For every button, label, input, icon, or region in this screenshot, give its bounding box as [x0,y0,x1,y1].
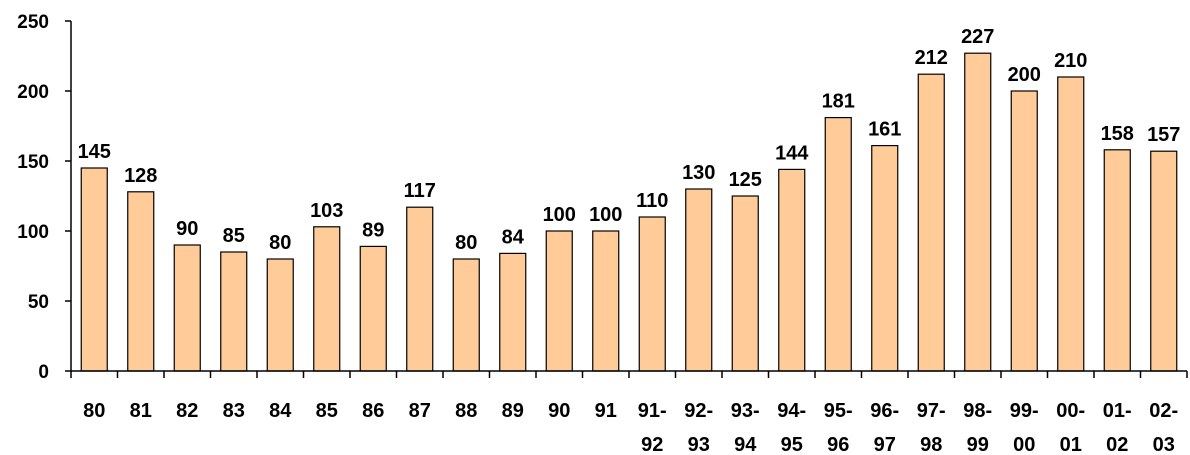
bar-value-label: 80 [269,232,291,254]
bar [499,252,527,372]
x-category-label: 83 [223,400,245,422]
x-category-label: 93 [688,434,710,455]
x-category-label: 02- [1149,400,1178,422]
bar-value-label: 85 [223,225,245,247]
x-category-label: 88 [455,400,477,422]
bars [80,52,1178,372]
bar-value-label: 210 [1054,50,1087,72]
bar-value-label: 90 [176,218,198,240]
x-category-label: 97 [874,434,896,455]
bar-value-label: 145 [78,141,111,163]
y-tick-label: 100 [17,222,49,243]
bar-value-label: 103 [310,200,343,222]
bar [545,230,573,372]
x-category-label: 02 [1106,434,1128,455]
bar [917,73,945,372]
x-category-label: 94 [734,434,757,455]
x-category-label: 85 [316,400,338,422]
x-category-label: 01 [1060,434,1082,455]
bar [964,52,992,372]
bar-value-label: 80 [455,232,477,254]
y-tick-label: 150 [17,152,49,173]
bar [452,258,480,372]
y-tick-label: 200 [17,82,49,103]
x-category-label: 91- [638,400,667,422]
bar [127,191,155,372]
x-category-label: 01- [1103,400,1132,422]
bar-value-label: 157 [1147,124,1180,146]
bar [592,230,620,372]
y-tick-label: 50 [28,292,49,313]
x-category-label: 95 [781,434,803,455]
x-category-label: 94- [777,400,806,422]
bar-value-label: 125 [729,169,762,191]
bar [266,258,294,372]
bar-value-label: 200 [1008,64,1041,86]
bar-value-label: 110 [636,190,668,212]
bar [313,226,341,372]
bar [1057,76,1085,372]
bar-value-label: 100 [589,204,622,226]
bar [359,245,387,372]
y-tick-label: 250 [17,12,49,33]
bar-value-label: 89 [362,219,384,241]
x-category-label: 96- [870,400,899,422]
x-category-label: 00- [1056,400,1085,422]
x-category-label: 98 [920,434,942,455]
bar-value-label: 161 [868,119,901,141]
x-category-label: 90 [548,400,570,422]
x-category-label: 95- [824,400,853,422]
bar [1010,90,1038,372]
x-category-label: 93- [731,400,760,422]
x-category-label: 00 [1013,434,1035,455]
bar-value-label: 158 [1101,123,1134,145]
bar-value-label: 100 [543,204,576,226]
x-category-label: 03 [1153,434,1175,455]
x-category-label: 91 [595,400,617,422]
bar [685,188,713,372]
x-category-label: 84 [269,400,292,422]
value-labels: 145 128 90 85 80 103 89 117 80 84 100 100 110 130 125 1… [78,26,1181,254]
y-tick-label: 0 [38,362,49,383]
bar-value-label: 128 [124,165,157,187]
bar [220,251,248,372]
bar [173,244,201,372]
bar-value-label: 227 [961,26,994,48]
bar [1103,149,1131,372]
bar [778,168,806,372]
bar [871,145,899,372]
x-axis: 80 81 82 83 84 85 86 87 88 89 90 91 91- 92 92- 93 93- 94 9… [70,370,1188,455]
x-category-label: 99- [1010,400,1039,422]
x-category-label: 92- [684,400,713,422]
x-category-label: 80 [83,400,105,422]
bar [80,167,108,372]
x-category-label: 82 [176,400,198,422]
x-category-label: 97- [917,400,946,422]
x-category-label: 86 [362,400,384,422]
x-category-label: 81 [130,400,152,422]
bar [406,206,434,372]
bar-value-label: 117 [404,180,436,202]
bar-value-label: 144 [775,142,809,164]
x-category-label: 99 [967,434,989,455]
bar [1150,150,1178,372]
bar [824,116,852,372]
x-category-label: 98- [963,400,992,422]
x-category-label: 87 [409,400,431,422]
bar-value-label: 181 [822,91,855,113]
x-category-label: 92 [641,434,663,455]
bar [638,216,666,372]
y-axis: 0 50 100 150 200 250 [17,12,72,383]
bar-value-label: 84 [502,226,525,248]
bar-value-label: 212 [915,47,948,69]
bar-value-label: 130 [682,162,715,184]
x-category-label: 89 [502,400,524,422]
x-category-label: 96 [827,434,849,455]
bar [731,195,759,372]
